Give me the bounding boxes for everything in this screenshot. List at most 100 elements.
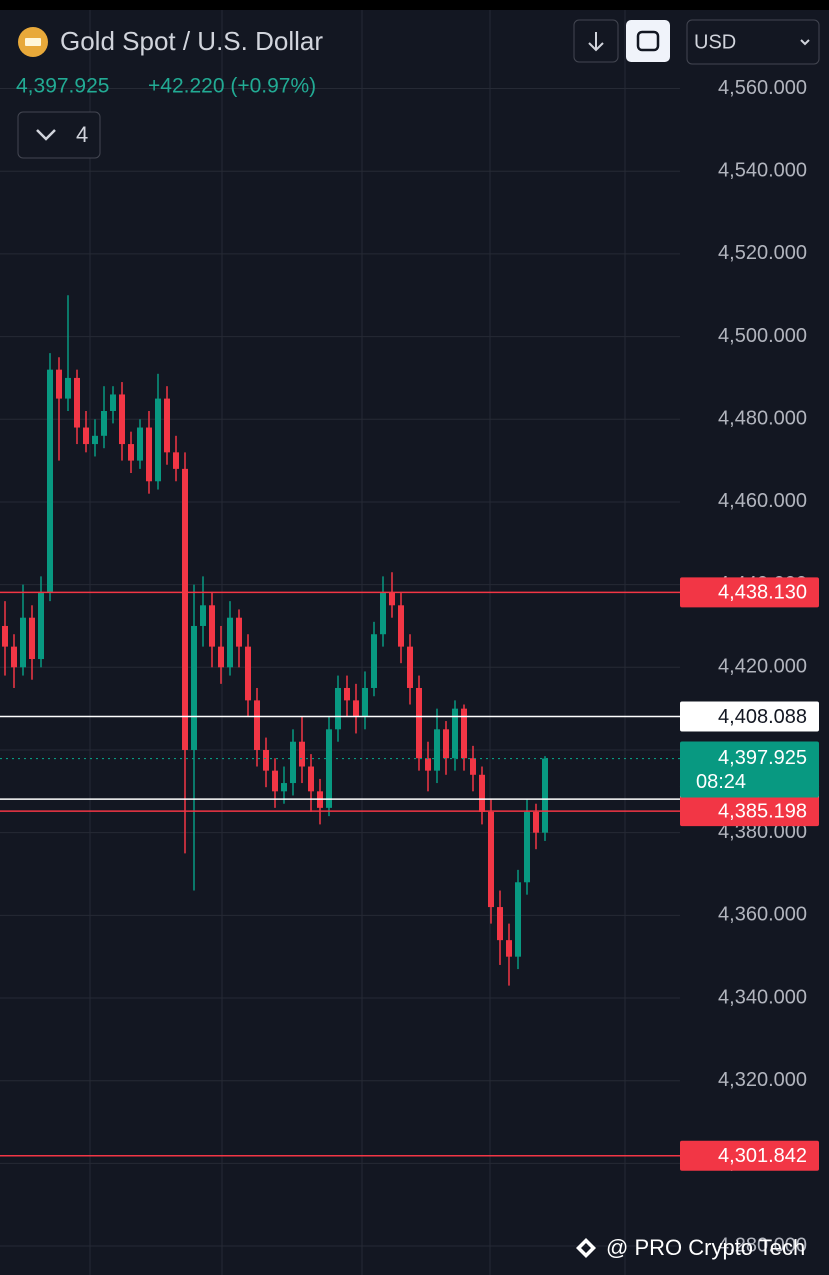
candle-body [200,605,206,626]
candle-body [272,770,278,792]
candle-body [533,811,539,833]
watermark-group: @ PRO Crypto Tech [576,1235,805,1260]
candle-body [308,766,314,792]
candle-body [416,687,422,759]
y-tick-label: 4,280.000 [718,1234,807,1256]
level-badge [680,796,819,827]
candle-body [290,741,296,784]
candle-body [470,758,476,775]
candle-body [119,394,125,445]
level-label: 4,385.198 [718,800,807,822]
fit-button[interactable] [626,20,670,62]
y-tick-label: 4,520.000 [718,242,807,264]
candle-body [515,882,521,957]
last-price-label: 4,397.925 [718,747,807,769]
candle-body [56,369,62,399]
watermark-icon [576,1238,596,1258]
price-axis: 4,560.000 4,540.000 4,520.000 4,500.000 4,48… [718,77,807,1257]
candle-body [173,452,179,469]
candle-body [209,605,215,647]
candle-body [281,783,287,792]
candle-body [299,741,305,767]
candle-body [452,708,458,759]
candle-body [398,605,404,647]
y-tick-label: 4,380.000 [718,821,807,843]
y-tick-label: 4,340.000 [718,986,807,1008]
time-grid [89,10,626,1275]
candle-body [254,700,260,750]
levels [0,591,680,1157]
candle-body [191,625,197,750]
y-tick-label: 4,540.000 [718,160,807,182]
candle-body [236,617,242,647]
status-bar [0,0,829,10]
level-label: 4,301.842 [718,1145,807,1167]
price-grid [0,88,680,1247]
candle-body [83,427,89,445]
candle-body [2,625,8,647]
candle-body [434,729,440,771]
y-tick-label: 4,560.000 [718,77,807,99]
candle-body [263,749,269,771]
price-badges: 4,438.1304,408.0884,388.1194,385.1984,30… [680,577,819,1171]
candle-body [164,398,170,453]
indicator-count: 4 [76,122,88,147]
candle-body [11,646,17,668]
y-tick-label: 4,320.000 [718,1069,807,1091]
y-tick-label: 4,420.000 [718,656,807,678]
level-label: 4,408.088 [718,706,807,728]
candle-body [335,687,341,730]
symbol-title: Gold Spot / U.S. Dollar [60,26,323,56]
symbol-icon-bar [25,38,41,46]
level-badge [680,577,819,608]
download-icon [588,32,604,52]
candle-body [47,369,53,593]
candle-body [524,811,530,883]
candle-body [110,394,116,411]
candles [2,295,548,986]
y-tick-label: 4,480.000 [718,408,807,430]
y-tick-label: 4,460.000 [718,490,807,512]
candle-body [218,646,224,668]
candle-body [407,646,413,688]
candle-body [137,427,143,461]
countdown: 08:24 [696,771,746,793]
select-chevron [800,39,810,46]
candle-body [353,700,359,717]
candle-body [326,729,332,808]
watermark: @ PRO Crypto Tech [606,1235,805,1260]
last-price-badge [680,741,819,798]
level-badge [680,701,819,732]
candle-body [92,435,98,445]
candle-body [425,758,431,771]
indicators-toggle[interactable] [17,111,101,159]
candle-body [20,617,26,668]
candle-body [389,592,395,606]
candle-body [227,617,233,668]
candle-body [146,427,152,482]
candle-body [344,687,350,701]
candle-body [443,729,449,759]
candle-body [497,907,503,941]
candle-body [65,377,71,399]
candle-body [155,398,161,482]
currency: USD [694,31,736,53]
y-tick-label: 4,500.000 [718,325,807,347]
last-price: 4,397.925 [16,75,109,98]
candle-body [371,634,377,688]
price-change: +42.220 (+0.97%) [148,75,316,98]
candle-body [101,410,107,436]
candle-body [29,617,35,660]
candle-body [506,940,512,957]
candle-body [488,811,494,908]
currency-select[interactable] [686,19,820,65]
candle-body [245,646,251,701]
level-label: 4,438.130 [718,582,807,604]
fit-icon [636,30,660,52]
candle-body [461,708,467,759]
candle-body [542,758,548,833]
chevron-icon [36,129,56,141]
